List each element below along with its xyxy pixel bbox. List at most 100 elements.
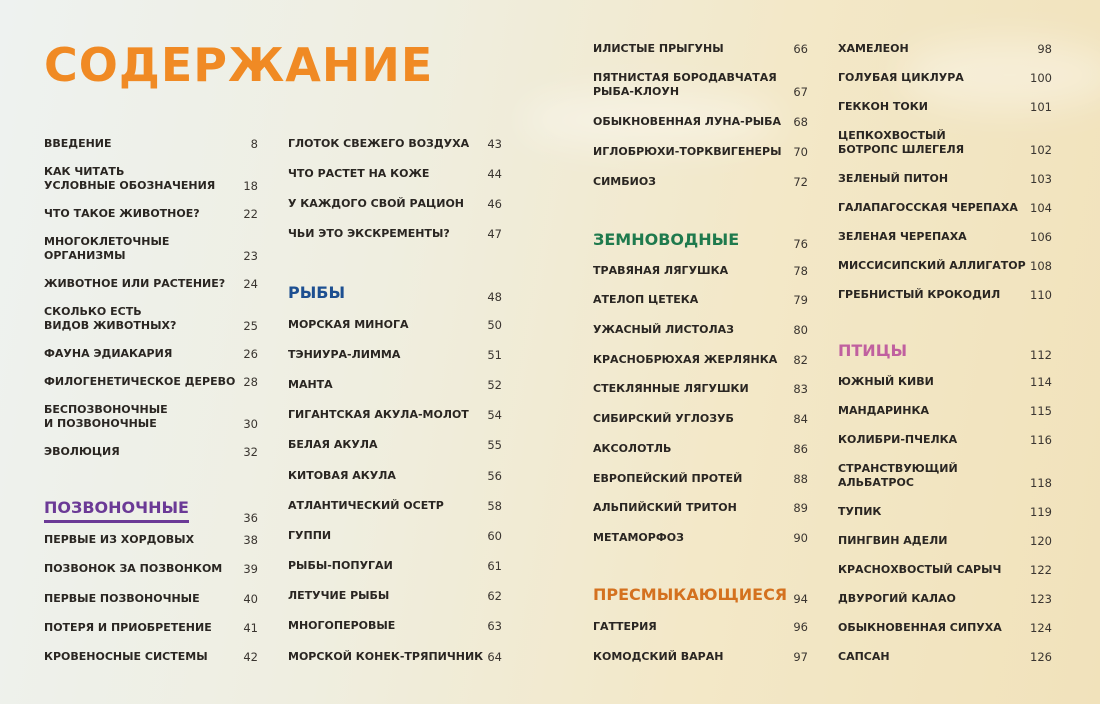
toc-entry[interactable]: Метаморфоз 90 — [593, 531, 808, 545]
entry-title: Цепкохвостый ботропс Шлегеля — [838, 129, 965, 156]
page-number: 126 — [1030, 650, 1052, 664]
toc-entry[interactable]: Краснобрюхая жерлянка 82 — [593, 353, 808, 367]
toc-entry[interactable]: Рыбы-попугаи 61 — [288, 559, 502, 573]
page-number: 68 — [793, 115, 808, 129]
toc-entry[interactable]: Симбиоз 72 — [593, 175, 808, 189]
toc-entry[interactable]: Потеря и приобретение 41 — [44, 621, 258, 635]
section-heading-reptiles[interactable]: Пресмыкающиеся 94 — [593, 586, 808, 607]
entry-title: Голубая циклура — [838, 71, 964, 84]
toc-entry[interactable]: Первые позвоночные 40 — [44, 592, 258, 606]
section-heading-vertebrates[interactable]: Позвоночные 36 — [44, 499, 258, 525]
toc-entry[interactable]: Странствующий альбатрос 118 — [838, 462, 1052, 490]
page-number: 118 — [1030, 476, 1052, 490]
toc-entry[interactable]: Как читать условные обозначения 18 — [44, 165, 258, 193]
toc-entry[interactable]: Европейский протей 88 — [593, 472, 808, 486]
toc-entry[interactable]: Геккон токи 101 — [838, 100, 1052, 114]
toc-entry[interactable]: Позвонок за позвонком 39 — [44, 562, 258, 576]
toc-entry[interactable]: Что растет на коже 44 — [288, 167, 502, 181]
section-heading-fish[interactable]: Рыбы 48 — [288, 284, 502, 305]
toc-entry[interactable]: Глоток свежего воздуха 43 — [288, 137, 502, 151]
toc-entry[interactable]: Фауна эдиакария 26 — [44, 347, 258, 361]
toc-entry[interactable]: Аксолотль 86 — [593, 442, 808, 456]
toc-entry[interactable]: Гребнистый крокодил 110 — [838, 288, 1052, 302]
toc-entry[interactable]: Обыкновенная луна-рыба 68 — [593, 115, 808, 129]
toc-entry[interactable]: Обыкновенная сипуха 124 — [838, 621, 1052, 635]
toc-entry[interactable]: Цепкохвостый ботропс Шлегеля 102 — [838, 129, 1052, 157]
toc-entry[interactable]: Зеленый питон 103 — [838, 172, 1052, 186]
toc-entry[interactable]: Тупик 119 — [838, 505, 1052, 519]
toc-entry[interactable]: Многоперовые 63 — [288, 619, 502, 633]
toc-entry[interactable]: Кровеносные системы 42 — [44, 650, 258, 664]
toc-entry[interactable]: Гуппи 60 — [288, 529, 502, 543]
page-number: 38 — [243, 533, 258, 547]
toc-entry[interactable]: Сибирский углозуб 84 — [593, 412, 808, 426]
page-number: 112 — [1030, 348, 1052, 362]
toc-entry[interactable]: Иглобрюхи-торквигенеры 70 — [593, 145, 808, 159]
toc-entry[interactable]: У каждого свой рацион 46 — [288, 197, 502, 211]
toc-entry[interactable]: Двурогий калао 123 — [838, 592, 1052, 606]
toc-entry[interactable]: Ужасный листолаз 80 — [593, 323, 808, 337]
page-number: 70 — [793, 145, 808, 159]
toc-entry[interactable]: Китовая акула 56 — [288, 469, 502, 483]
toc-entry[interactable]: Морская минога 50 — [288, 318, 502, 332]
toc-entry[interactable]: Колибри-пчелка 116 — [838, 433, 1052, 447]
toc-entry[interactable]: Сколько есть видов животных? 25 — [44, 305, 258, 333]
toc-entry[interactable]: Филогенетическое дерево 28 — [44, 375, 258, 389]
toc-entry[interactable]: Гаттерия 96 — [593, 620, 808, 634]
entry-title: Беспозвоночные и позвоночные — [44, 403, 168, 430]
toc-entry[interactable]: Что такое животное? 22 — [44, 207, 258, 221]
page-number: 43 — [487, 137, 502, 151]
section-heading-amphibians[interactable]: Земноводные 76 — [593, 231, 808, 252]
entry-title: Введение — [44, 137, 112, 150]
toc-entry[interactable]: Комодский варан 97 — [593, 650, 808, 664]
toc-entry[interactable]: Зеленая черепаха 106 — [838, 230, 1052, 244]
toc-entry[interactable]: Чьи это экскременты? 47 — [288, 227, 502, 241]
toc-entry[interactable]: Тэниура-лимма 51 — [288, 348, 502, 362]
toc-entry[interactable]: Ателоп цетека 79 — [593, 293, 808, 307]
toc-entry[interactable]: Летучие рыбы 62 — [288, 589, 502, 603]
entry-title: Летучие рыбы — [288, 589, 390, 602]
page-number: 79 — [793, 293, 808, 307]
entry-title: Миссисипский аллигатор — [838, 259, 1026, 272]
page-number: 22 — [243, 207, 258, 221]
toc-entry[interactable]: Южный киви 114 — [838, 375, 1052, 389]
toc-entry[interactable]: Травяная лягушка 78 — [593, 264, 808, 278]
toc-entry[interactable]: Манта 52 — [288, 378, 502, 392]
toc-entry[interactable]: Эволюция 32 — [44, 445, 258, 459]
toc-entry[interactable]: Илистые прыгуны 66 — [593, 42, 808, 56]
section-heading-birds[interactable]: Птицы 112 — [838, 342, 1052, 363]
entry-title: Хамелеон — [838, 42, 909, 55]
toc-entry[interactable]: Атлантический осетр 58 — [288, 499, 502, 513]
toc-entry[interactable]: Беспозвоночные и позвоночные 30 — [44, 403, 258, 431]
toc-entry[interactable]: Альпийский тритон 89 — [593, 501, 808, 515]
entry-title: Манта — [288, 378, 333, 391]
entry-title: Атлантический осетр — [288, 499, 444, 512]
entry-title: Двурогий калао — [838, 592, 956, 605]
toc-entry[interactable]: Первые из хордовых 38 — [44, 533, 258, 547]
toc-entry[interactable]: Краснохвостый сарыч 122 — [838, 563, 1052, 577]
toc-entry[interactable]: Белая акула 55 — [288, 438, 502, 452]
toc-entry[interactable]: Животное или растение? 24 — [44, 277, 258, 291]
toc-entry[interactable]: Галапагосская черепаха 104 — [838, 201, 1052, 215]
toc-entry[interactable]: Миссисипский аллигатор 108 — [838, 259, 1052, 273]
toc-entry[interactable]: Морской конек-тряпичник 64 — [288, 650, 502, 664]
toc-entry[interactable]: Многоклеточные организмы 23 — [44, 235, 258, 263]
toc-entry[interactable]: Введение 8 — [44, 137, 258, 151]
page-number: 47 — [487, 227, 502, 241]
toc-entry[interactable]: Сапсан 126 — [838, 650, 1052, 664]
entry-title: Гаттерия — [593, 620, 657, 633]
toc-entry[interactable]: Пятнистая бородавчатая рыба-клоун 67 — [593, 71, 808, 99]
toc-entry[interactable]: Хамелеон 98 — [838, 42, 1052, 56]
page-number: 97 — [793, 650, 808, 664]
entry-title: Альпийский тритон — [593, 501, 737, 514]
entry-title: Что растет на коже — [288, 167, 430, 180]
page-number: 41 — [243, 621, 258, 635]
page-number: 30 — [243, 417, 258, 431]
toc-entry[interactable]: Стеклянные лягушки 83 — [593, 382, 808, 396]
entry-title: Галапагосская черепаха — [838, 201, 1018, 214]
toc-entry[interactable]: Гигантская акула-молот 54 — [288, 408, 502, 422]
toc-entry[interactable]: Голубая циклура 100 — [838, 71, 1052, 85]
page-number: 124 — [1030, 621, 1052, 635]
toc-entry[interactable]: Мандаринка 115 — [838, 404, 1052, 418]
toc-entry[interactable]: Пингвин Адели 120 — [838, 534, 1052, 548]
